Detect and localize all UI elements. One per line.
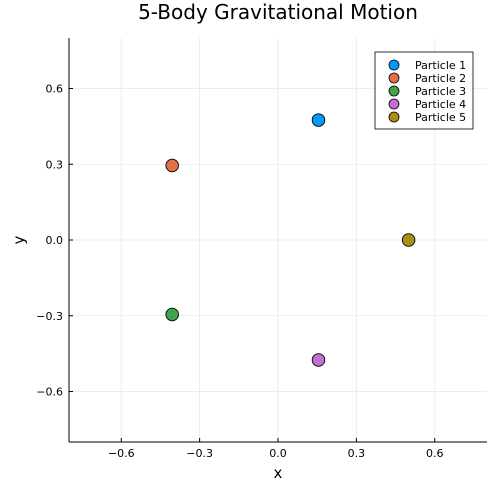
x-tick-label: −0.6 bbox=[108, 447, 135, 460]
legend-label-1: Particle 1 bbox=[415, 59, 466, 72]
x-axis-label: x bbox=[274, 464, 283, 482]
data-point-4 bbox=[311, 353, 326, 367]
y-tick-label: 0.3 bbox=[46, 158, 64, 171]
data-point-5 bbox=[401, 233, 416, 247]
data-point-3 bbox=[165, 307, 179, 322]
data-point-2 bbox=[165, 158, 179, 173]
legend-marker-2 bbox=[388, 72, 400, 84]
data-points bbox=[165, 113, 416, 367]
y-tick-label: −0.6 bbox=[36, 386, 63, 399]
y-tick-label: −0.3 bbox=[36, 310, 63, 323]
y-tick-label: 0.0 bbox=[46, 234, 64, 247]
legend-label-4: Particle 4 bbox=[415, 98, 466, 111]
legend-marker-4 bbox=[388, 98, 400, 110]
legend-marker-1 bbox=[388, 59, 400, 71]
legend-label-2: Particle 2 bbox=[415, 72, 466, 85]
x-tick-label: 0.6 bbox=[426, 447, 444, 460]
x-tick-label: 0.3 bbox=[348, 447, 366, 460]
legend-marker-5 bbox=[388, 111, 400, 123]
y-axis-label: y bbox=[10, 235, 28, 244]
x-tick-label: −0.3 bbox=[186, 447, 213, 460]
chart-title: 5-Body Gravitational Motion bbox=[138, 0, 418, 24]
ticks: −0.6 −0.3 0.0 0.3 0.6 −0.6 −0.3 0.0 0.3 0.6 bbox=[36, 83, 443, 461]
legend-label-5: Particle 5 bbox=[415, 111, 466, 124]
legend-marker-3 bbox=[388, 85, 400, 97]
data-point-1 bbox=[311, 113, 326, 127]
legend-label-3: Particle 3 bbox=[415, 85, 466, 98]
y-tick-label: 0.6 bbox=[46, 83, 64, 96]
x-tick-label: 0.0 bbox=[269, 447, 287, 460]
